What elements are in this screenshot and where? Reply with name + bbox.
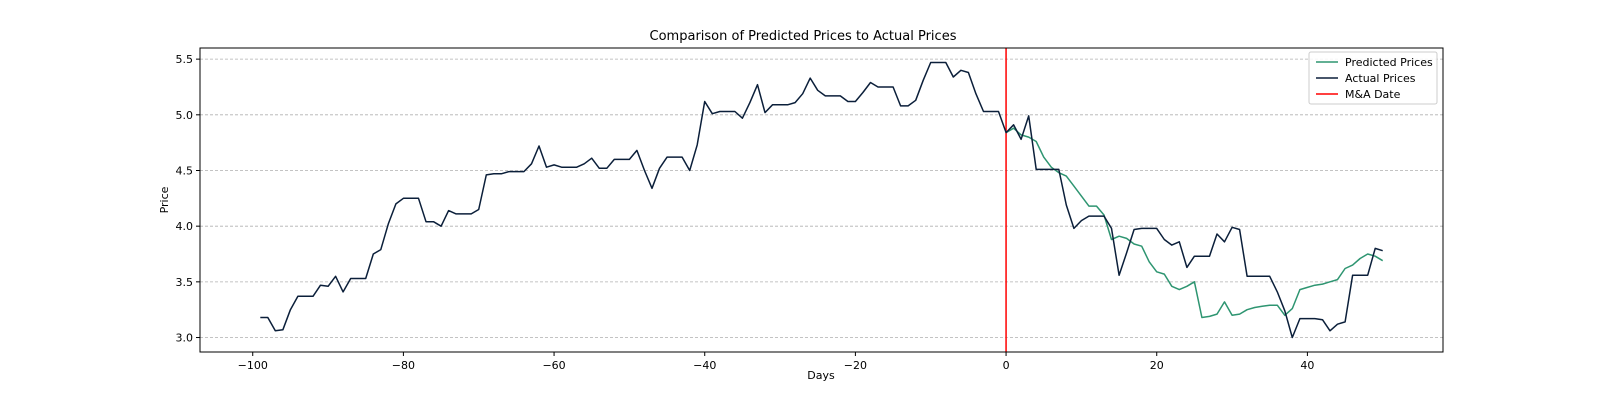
y-tick-label: 3.5 <box>176 276 194 289</box>
chart-title: Comparison of Predicted Prices to Actual… <box>650 29 957 44</box>
x-tick-label: −40 <box>693 359 716 372</box>
y-tick-label: 3.0 <box>176 332 194 345</box>
x-tick-label: 20 <box>1150 359 1164 372</box>
legend-box <box>1308 51 1438 105</box>
x-axis-label: Days <box>807 369 835 382</box>
y-axis-label: Price <box>158 186 171 213</box>
legend: Predicted Prices Actual Prices M&A Date <box>1308 51 1438 105</box>
actual-prices-line <box>260 61 1383 339</box>
x-tick-label: −80 <box>392 359 415 372</box>
y-axis: 3.0 3.5 4.0 4.5 5.0 5.5 <box>176 53 200 345</box>
x-tick-label: −60 <box>542 359 565 372</box>
predicted-prices-line <box>1005 127 1384 319</box>
x-axis: −100 −80 −60 −40 −20 0 20 40 <box>238 352 1314 372</box>
y-tick-label: 4.5 <box>176 164 194 177</box>
gridlines <box>200 58 1443 338</box>
x-tick-label: 40 <box>1300 359 1314 372</box>
legend-label-predicted: Predicted Prices <box>1345 56 1433 69</box>
series-group <box>260 61 1384 339</box>
y-tick-label: 5.0 <box>176 109 194 122</box>
x-tick-label: −100 <box>238 359 268 372</box>
y-tick-label: 4.0 <box>176 220 194 233</box>
legend-label-event: M&A Date <box>1345 88 1401 101</box>
y-tick-label: 5.5 <box>176 53 194 66</box>
x-tick-label: −20 <box>844 359 867 372</box>
legend-label-actual: Actual Prices <box>1345 72 1416 85</box>
plot-area-frame <box>199 47 1444 353</box>
x-tick-label: 0 <box>1003 359 1010 372</box>
